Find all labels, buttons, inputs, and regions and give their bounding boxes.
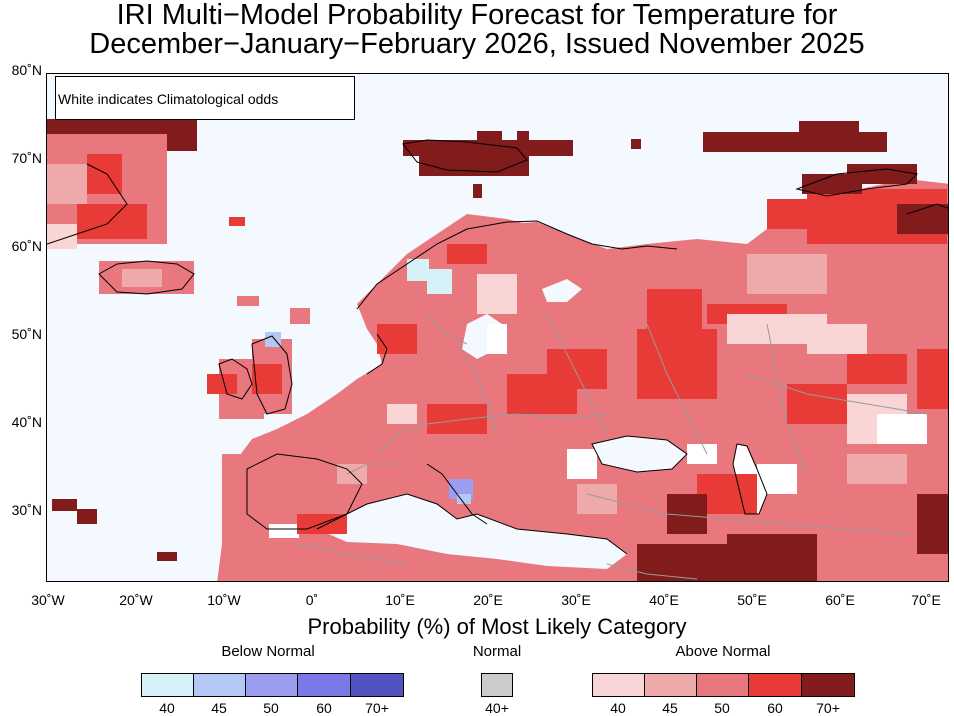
legend-group-normal: Normal <box>472 643 522 660</box>
legend-group-below-normal: Below Normal <box>221 643 315 660</box>
land-patch <box>229 217 245 226</box>
forecast-map: White indicates Climatological odds <box>46 73 949 582</box>
legend-title: Probability (%) of Most Likely Category <box>307 614 687 639</box>
greenland-land <box>47 119 197 249</box>
land-patch <box>237 296 259 306</box>
legend-label-above-70: 70+ <box>816 700 840 716</box>
legend-swatch-below-70 <box>350 673 404 697</box>
legend-label-above-40: 40 <box>610 700 626 716</box>
lon-label-30e: 30˚E <box>561 592 591 608</box>
above-normal-70-areas <box>637 164 948 581</box>
legend-label-below-40: 40 <box>159 700 175 716</box>
legend-swatch-above-60 <box>748 673 802 697</box>
lat-label-60n: 60˚N <box>11 238 42 254</box>
legend-group-above-normal: Above Normal <box>675 643 771 660</box>
iceland-land <box>99 261 194 294</box>
legend-swatch-below-45 <box>193 673 246 697</box>
lon-label-0: 0˚ <box>305 592 319 608</box>
lat-label-70n: 70˚N <box>11 150 42 166</box>
lat-label-40n: 40˚N <box>11 414 42 430</box>
map-canvas <box>47 74 948 581</box>
legend-swatch-below-60 <box>297 673 351 697</box>
map-title-line-1: IRI Multi−Model Probability Forecast for… <box>116 0 838 31</box>
azores-patch <box>77 509 97 524</box>
below-normal-areas <box>265 259 473 504</box>
legend-label-below-50: 50 <box>263 700 279 716</box>
madeira-patch <box>157 552 177 561</box>
lat-label-50n: 50˚N <box>11 326 42 342</box>
lon-label-60e: 60˚E <box>825 592 855 608</box>
map-title-line-2: December−January−February 2026, Issued N… <box>89 28 865 60</box>
lon-label-20w: 20˚W <box>119 592 153 608</box>
land-patch <box>290 308 310 324</box>
coastlines <box>47 139 948 555</box>
lon-label-20e: 20˚E <box>473 592 503 608</box>
country-borders <box>296 313 928 580</box>
legend-swatch-below-40 <box>141 673 194 697</box>
lon-label-10e: 10˚E <box>385 592 415 608</box>
lon-label-50e: 50˚E <box>737 592 767 608</box>
lon-label-40e: 40˚E <box>649 592 679 608</box>
legend-label-below-70: 70+ <box>365 700 389 716</box>
above-normal-60-areas <box>207 189 948 534</box>
lat-label-30n: 30˚N <box>11 502 42 518</box>
legend-label-above-60: 60 <box>767 700 783 716</box>
legend-swatch-below-50 <box>245 673 298 697</box>
lon-label-30w: 30˚W <box>31 592 65 608</box>
climatological-odds-note: White indicates Climatological odds <box>55 76 355 120</box>
legend-swatch-above-70 <box>801 673 855 697</box>
legend-swatch-above-40 <box>592 673 645 697</box>
lon-label-10w: 10˚W <box>207 592 241 608</box>
azores-patch <box>52 499 77 511</box>
legend-label-below-60: 60 <box>316 700 332 716</box>
lon-label-70e: 70˚E <box>911 592 941 608</box>
legend-label-normal-40: 40+ <box>485 700 509 716</box>
legend-label-above-45: 45 <box>662 700 678 716</box>
lat-label-80n: 80˚N <box>11 62 42 78</box>
svalbard-land <box>403 121 887 198</box>
legend-swatch-above-50 <box>696 673 749 697</box>
legend-label-below-45: 45 <box>211 700 227 716</box>
legend-swatch-above-45 <box>644 673 697 697</box>
legend-label-above-50: 50 <box>714 700 730 716</box>
legend-swatch-normal-40 <box>481 673 513 697</box>
